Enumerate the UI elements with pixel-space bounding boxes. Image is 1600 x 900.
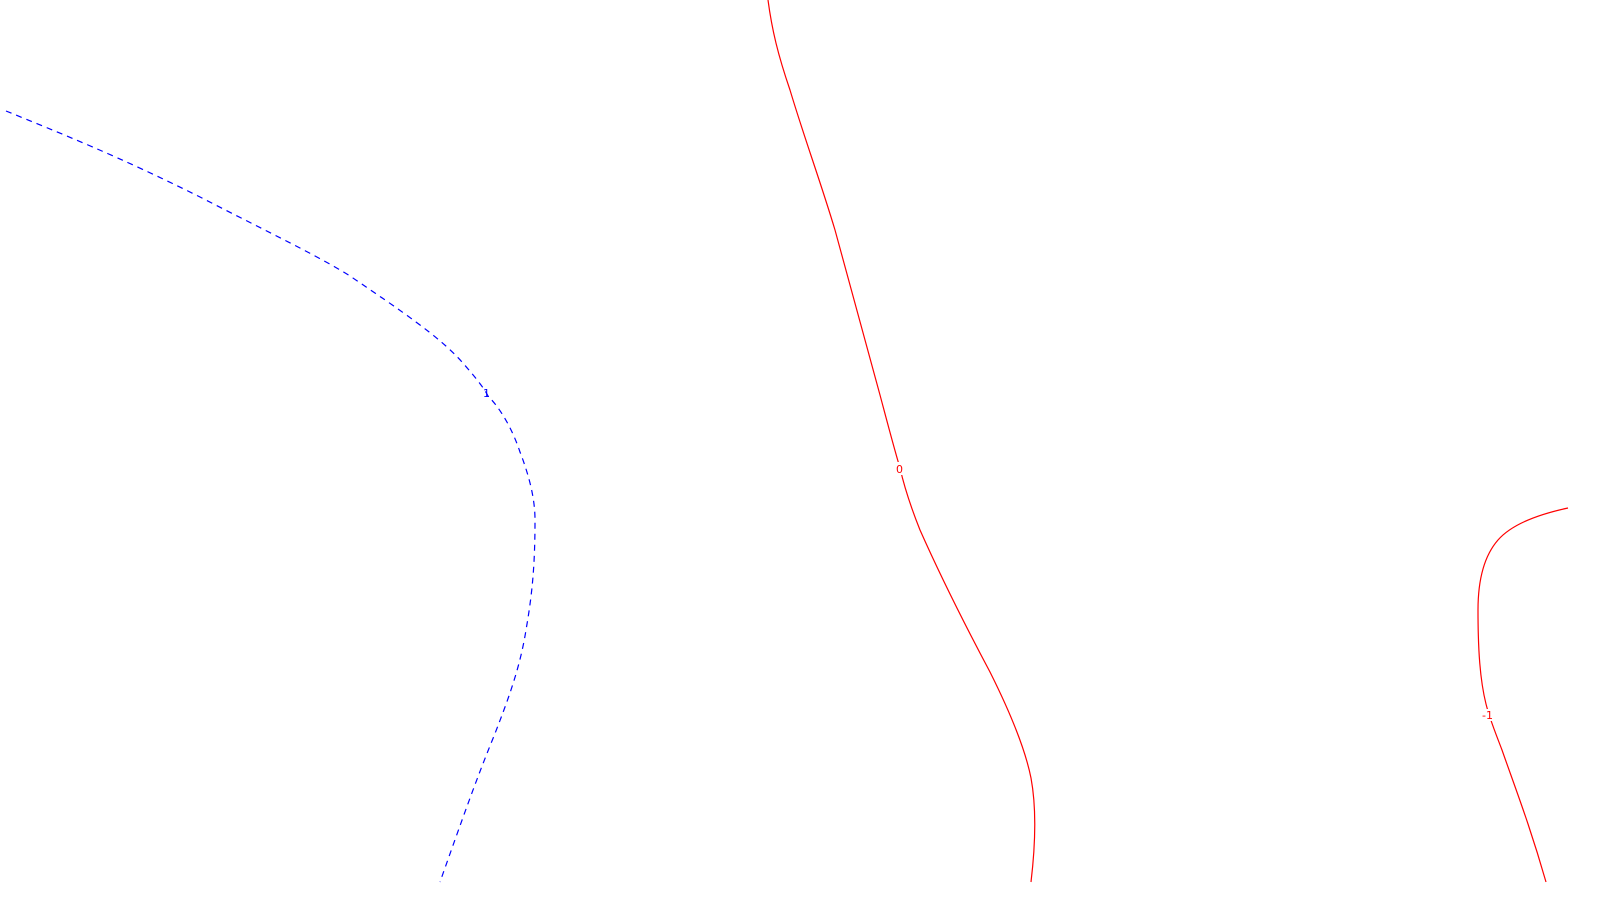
- contour-neg1-line: [1477, 507, 1569, 883]
- contour-0-label-gap: [895, 462, 905, 475]
- contour-1-line: [5, 110, 536, 883]
- contour-0: 0: [767, 0, 1036, 883]
- contour-1-label: 1: [483, 387, 490, 400]
- contour-1: 1: [5, 110, 536, 883]
- contour-neg1: -1: [1477, 507, 1569, 883]
- contour-neg1-label-gap: [1481, 709, 1497, 721]
- contour-0-label: 0: [896, 463, 903, 476]
- contour-neg1-label: -1: [1482, 709, 1493, 722]
